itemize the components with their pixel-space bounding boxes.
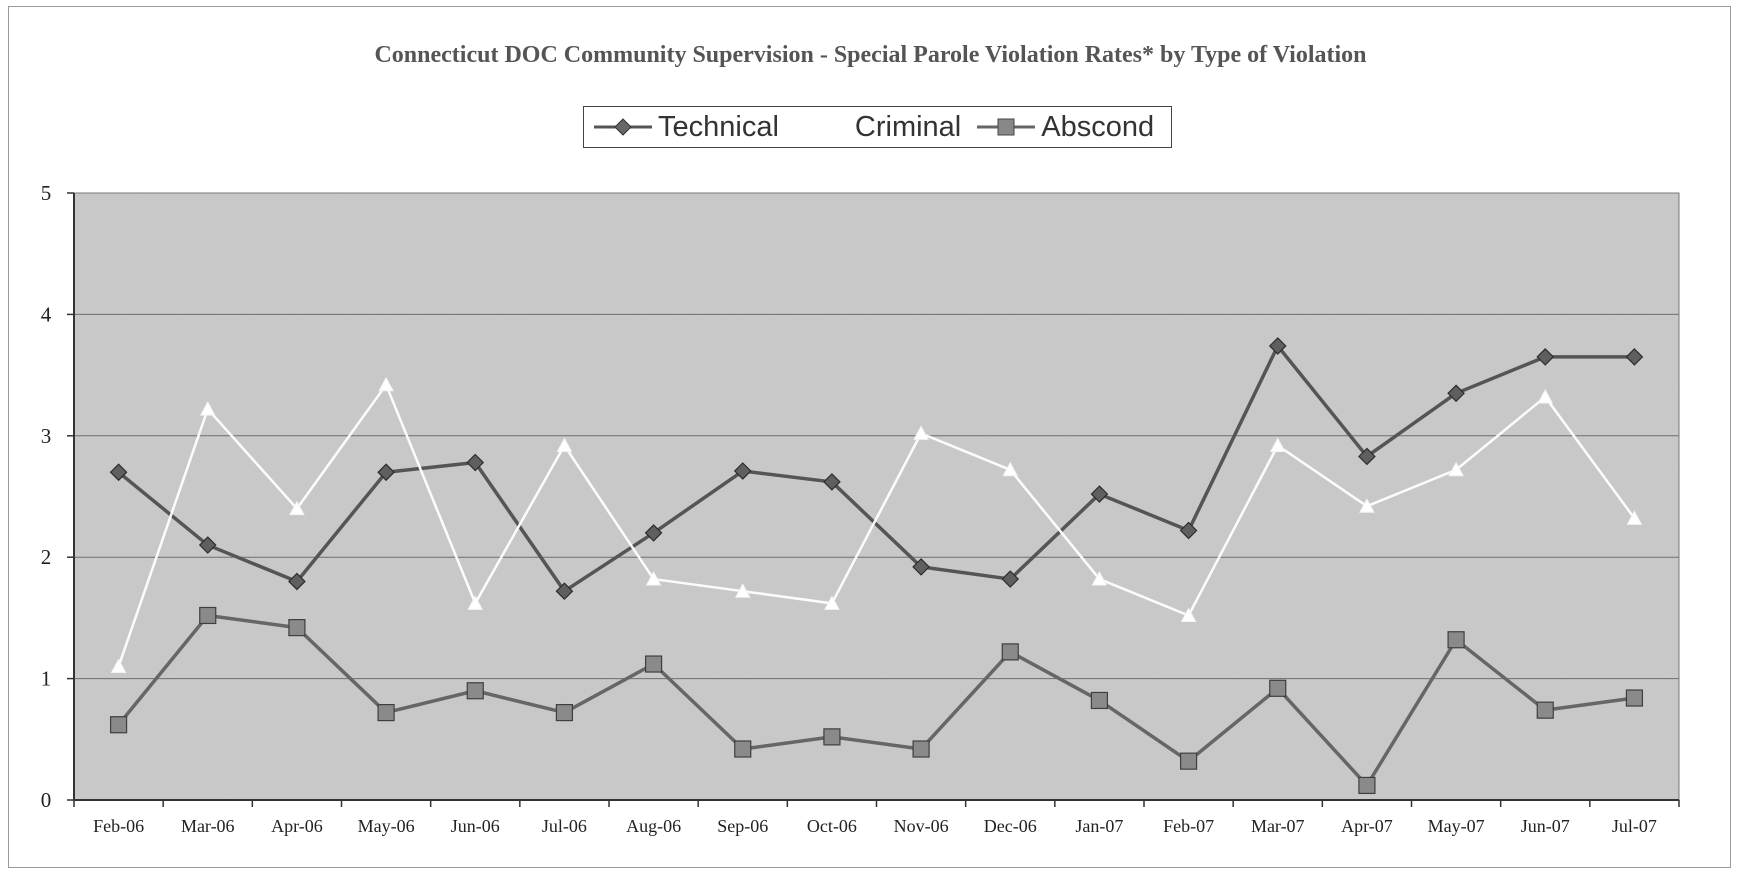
point-abscond-Jan-07	[1090, 691, 1109, 710]
point-abscond-Aug-06	[644, 655, 663, 673]
point-technical-Mar-07	[1268, 337, 1287, 355]
point-technical-Nov-06	[912, 558, 930, 576]
chart-title: Connecticut DOC Community Supervision - …	[374, 42, 1367, 68]
x-tick-label-Mar-06: Mar-06	[181, 816, 235, 836]
point-technical-Jul-07	[1625, 348, 1644, 366]
legend-swatch-abscond	[977, 118, 1036, 136]
x-tick-label-Apr-06: Apr-06	[271, 816, 323, 836]
point-technical-Jun-07	[1536, 348, 1555, 366]
point-abscond-Nov-06	[912, 740, 930, 758]
x-tick-label-May-07: May-07	[1428, 816, 1485, 836]
point-abscond-Mar-07	[1269, 679, 1287, 697]
point-criminal-Oct-06	[824, 595, 840, 610]
plot-area	[73, 192, 1680, 801]
point-technical-Dec-06	[1001, 570, 1020, 588]
series-line-technical	[117, 344, 1635, 593]
point-technical-Jan-07	[1090, 485, 1109, 503]
y-tick-label-4: 4	[41, 302, 52, 326]
point-abscond-May-07	[1447, 631, 1465, 649]
point-abscond-May-06	[377, 703, 395, 722]
point-abscond-Jun-07	[1536, 701, 1554, 719]
x-tick-label-Jun-07: Jun-07	[1521, 816, 1570, 836]
point-technical-Feb-07	[1179, 521, 1198, 540]
point-abscond-Jul-07	[1625, 689, 1644, 707]
point-criminal-Mar-07	[1269, 437, 1286, 453]
point-criminal-Jun-06	[467, 595, 484, 610]
x-tick-label-Jun-06: Jun-06	[451, 816, 500, 836]
point-technical-Mar-06	[198, 536, 217, 554]
point-abscond-Apr-06	[288, 619, 306, 637]
x-tick-label-Jan-07: Jan-07	[1075, 816, 1123, 836]
legend-item-abscond: Abscond	[977, 111, 1154, 144]
x-tick-label-Feb-06: Feb-06	[93, 816, 144, 836]
point-criminal-Jun-07	[1537, 388, 1554, 404]
point-technical-Jul-06	[555, 582, 574, 601]
y-tick-label-5: 5	[41, 181, 52, 205]
point-criminal-May-06	[378, 376, 394, 392]
point-criminal-Aug-06	[645, 570, 662, 586]
series-line-abscond	[117, 613, 1635, 788]
x-tick-label-May-06: May-06	[358, 816, 415, 836]
point-abscond-Apr-07	[1358, 776, 1376, 795]
series-criminal	[110, 376, 1643, 673]
x-tick-label-Jul-07: Jul-07	[1612, 816, 1657, 836]
point-criminal-Jul-06	[556, 437, 573, 453]
point-criminal-Sep-06	[734, 583, 751, 598]
x-tick-label-Apr-07: Apr-07	[1341, 816, 1393, 836]
y-tick-label-0: 0	[41, 788, 52, 812]
point-abscond-Jul-06	[555, 703, 574, 722]
legend-label-criminal: Criminal	[854, 110, 962, 143]
legend-label-abscond: Abscond	[1041, 110, 1155, 143]
x-tick-label-Feb-07: Feb-07	[1163, 816, 1214, 836]
point-technical-Apr-06	[288, 572, 306, 591]
x-tick-label-Jul-06: Jul-06	[542, 816, 587, 836]
point-abscond-Mar-06	[199, 606, 217, 625]
point-criminal-Jul-07	[1626, 510, 1643, 525]
point-technical-May-07	[1447, 384, 1465, 403]
point-technical-May-06	[377, 463, 395, 482]
y-tick-label-1: 1	[41, 667, 52, 691]
point-technical-Aug-06	[644, 524, 663, 542]
x-tick-label-Aug-06: Aug-06	[626, 816, 681, 836]
point-criminal-Apr-07	[1359, 498, 1375, 513]
point-technical-Jun-06	[466, 453, 485, 472]
x-tick-label-Dec-06: Dec-06	[984, 816, 1037, 836]
series-technical	[109, 337, 1644, 601]
legend-item-technical: Technical	[594, 111, 779, 144]
y-tick-label-3: 3	[41, 424, 52, 448]
point-criminal-May-07	[1448, 461, 1464, 477]
point-criminal-Feb-07	[1180, 607, 1197, 622]
point-abscond-Jun-06	[466, 682, 484, 700]
point-abscond-Feb-06	[109, 716, 128, 734]
point-technical-Sep-06	[733, 462, 752, 480]
legend-swatch-technical	[594, 118, 652, 136]
legend-label-technical: Technical	[658, 110, 779, 143]
point-criminal-Nov-06	[913, 425, 929, 440]
x-tick-label-Oct-06: Oct-06	[807, 816, 857, 836]
point-criminal-Dec-06	[1002, 461, 1019, 477]
point-criminal-Jan-07	[1091, 570, 1108, 586]
point-criminal-Mar-06	[199, 401, 216, 416]
series-line-criminal	[117, 383, 1636, 667]
point-abscond-Oct-06	[823, 728, 841, 746]
y-tick-label-2: 2	[41, 545, 52, 569]
point-criminal-Feb-06	[110, 658, 127, 673]
point-abscond-Feb-07	[1179, 752, 1198, 770]
x-tick-label-Sep-06: Sep-06	[717, 816, 768, 836]
point-technical-Apr-07	[1358, 447, 1376, 466]
point-technical-Feb-06	[109, 463, 128, 482]
legend-item-criminal: Criminal	[849, 111, 961, 144]
chart-legend: Technical Criminal Abscond	[583, 106, 1172, 148]
point-criminal-Apr-06	[289, 500, 305, 516]
point-abscond-Sep-06	[734, 740, 752, 758]
x-tick-label-Nov-06: Nov-06	[894, 816, 949, 836]
point-abscond-Dec-06	[1001, 643, 1019, 661]
point-technical-Oct-06	[823, 473, 841, 491]
x-tick-label-Mar-07: Mar-07	[1251, 816, 1305, 836]
series-abscond	[109, 606, 1644, 795]
